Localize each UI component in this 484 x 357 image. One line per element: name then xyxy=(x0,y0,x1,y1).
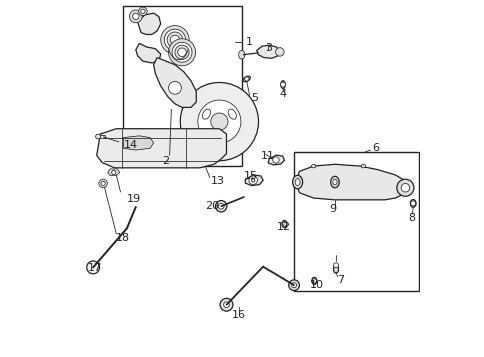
Circle shape xyxy=(164,29,185,50)
Ellipse shape xyxy=(227,109,236,119)
Text: 7: 7 xyxy=(336,275,343,285)
Ellipse shape xyxy=(409,200,415,207)
Circle shape xyxy=(333,263,338,268)
Text: 9: 9 xyxy=(329,204,336,214)
Text: 2: 2 xyxy=(162,156,169,166)
Polygon shape xyxy=(137,13,160,35)
Circle shape xyxy=(140,9,145,14)
Ellipse shape xyxy=(311,277,316,285)
Circle shape xyxy=(288,280,299,291)
Ellipse shape xyxy=(202,109,210,119)
Circle shape xyxy=(111,170,116,175)
Circle shape xyxy=(396,179,413,196)
Circle shape xyxy=(99,179,107,188)
Circle shape xyxy=(223,302,229,308)
Ellipse shape xyxy=(332,179,336,185)
Circle shape xyxy=(175,45,189,59)
Text: 11: 11 xyxy=(260,151,274,161)
Circle shape xyxy=(180,82,258,161)
Circle shape xyxy=(138,7,147,16)
Circle shape xyxy=(400,183,409,192)
Text: 6: 6 xyxy=(372,142,378,152)
Circle shape xyxy=(132,13,139,20)
Text: 15: 15 xyxy=(243,171,257,181)
Ellipse shape xyxy=(292,175,302,189)
Text: 13: 13 xyxy=(210,176,224,186)
Text: 16: 16 xyxy=(231,310,245,321)
Polygon shape xyxy=(295,164,407,200)
Bar xyxy=(98,135,105,138)
Text: 8: 8 xyxy=(407,213,414,223)
Circle shape xyxy=(410,201,415,206)
Polygon shape xyxy=(96,129,226,168)
Polygon shape xyxy=(153,57,196,107)
Circle shape xyxy=(312,279,316,283)
Text: 1: 1 xyxy=(245,36,253,47)
Ellipse shape xyxy=(281,221,287,227)
Circle shape xyxy=(220,298,232,311)
Circle shape xyxy=(172,42,192,62)
Ellipse shape xyxy=(213,133,225,140)
Circle shape xyxy=(251,178,255,182)
Circle shape xyxy=(168,39,195,66)
Ellipse shape xyxy=(333,265,338,273)
Circle shape xyxy=(87,261,99,274)
Circle shape xyxy=(160,26,189,54)
Ellipse shape xyxy=(238,50,244,59)
Circle shape xyxy=(272,157,279,163)
Ellipse shape xyxy=(330,176,338,188)
Text: 17: 17 xyxy=(88,263,102,273)
Text: 3: 3 xyxy=(265,43,272,53)
Text: 5: 5 xyxy=(251,93,258,103)
Polygon shape xyxy=(256,45,279,58)
Circle shape xyxy=(291,283,296,288)
Circle shape xyxy=(168,81,181,94)
Text: 12: 12 xyxy=(276,221,290,231)
Circle shape xyxy=(215,201,227,212)
Text: 10: 10 xyxy=(310,280,323,290)
Circle shape xyxy=(129,10,142,23)
Polygon shape xyxy=(123,136,153,150)
Bar xyxy=(123,6,242,166)
Circle shape xyxy=(197,100,241,143)
Circle shape xyxy=(95,134,100,139)
Ellipse shape xyxy=(280,81,285,89)
Text: 19: 19 xyxy=(127,194,141,204)
Circle shape xyxy=(218,203,224,209)
Circle shape xyxy=(101,181,105,186)
Circle shape xyxy=(282,222,286,226)
Circle shape xyxy=(211,113,227,130)
Circle shape xyxy=(244,77,248,81)
Bar xyxy=(293,152,418,291)
Circle shape xyxy=(170,35,179,44)
Polygon shape xyxy=(268,155,284,165)
Polygon shape xyxy=(245,175,263,186)
Polygon shape xyxy=(136,43,160,63)
Ellipse shape xyxy=(361,164,365,168)
Ellipse shape xyxy=(242,76,250,82)
Ellipse shape xyxy=(311,164,315,168)
Text: 20: 20 xyxy=(205,201,219,211)
Text: 18: 18 xyxy=(116,233,130,243)
Circle shape xyxy=(178,48,186,56)
Ellipse shape xyxy=(295,178,300,186)
Circle shape xyxy=(248,176,257,185)
Circle shape xyxy=(167,32,182,47)
Text: 14: 14 xyxy=(123,140,137,150)
Polygon shape xyxy=(107,169,120,176)
Text: 4: 4 xyxy=(279,89,286,99)
Circle shape xyxy=(275,47,284,56)
Circle shape xyxy=(280,82,285,87)
